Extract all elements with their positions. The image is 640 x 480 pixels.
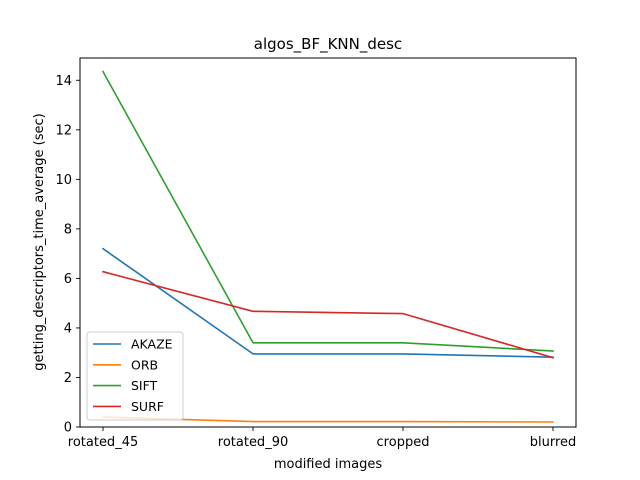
y-axis-ticks: 0 2 4 6 8 10 12 14 <box>55 74 80 436</box>
y-tick-label: 10 <box>55 173 72 188</box>
y-tick-label: 0 <box>64 421 72 436</box>
x-tick-label: cropped <box>377 435 430 450</box>
x-axis-ticks: rotated_45 rotated_90 cropped blurred <box>68 427 577 450</box>
legend-label-orb: ORB <box>131 357 158 372</box>
legend-box <box>86 331 184 421</box>
y-tick-label: 4 <box>64 321 72 336</box>
series-line-akaze <box>101 247 554 359</box>
legend-label-surf: SURF <box>131 399 164 414</box>
y-tick-label: 6 <box>64 272 72 287</box>
x-tick-label: rotated_45 <box>68 435 138 450</box>
x-axis-label: modified images <box>274 457 383 472</box>
x-tick-label: rotated_90 <box>218 435 288 450</box>
y-tick-label: 14 <box>55 74 72 89</box>
y-axis-label: getting_descriptors_time_average (sec) <box>32 113 47 370</box>
legend-label-akaze: AKAZE <box>131 337 173 352</box>
y-tick-label: 2 <box>64 371 72 386</box>
series-line-surf <box>102 270 554 359</box>
legend: AKAZE ORB SIFT SURF <box>86 331 184 421</box>
series-line-sift <box>101 70 554 352</box>
plot-frame <box>79 57 577 428</box>
chart-title: algos_BF_KNN_desc <box>254 35 402 54</box>
x-tick-label: blurred <box>530 435 577 450</box>
legend-label-sift: SIFT <box>131 378 158 393</box>
y-tick-label: 12 <box>55 123 72 138</box>
y-tick-label: 8 <box>64 222 72 237</box>
